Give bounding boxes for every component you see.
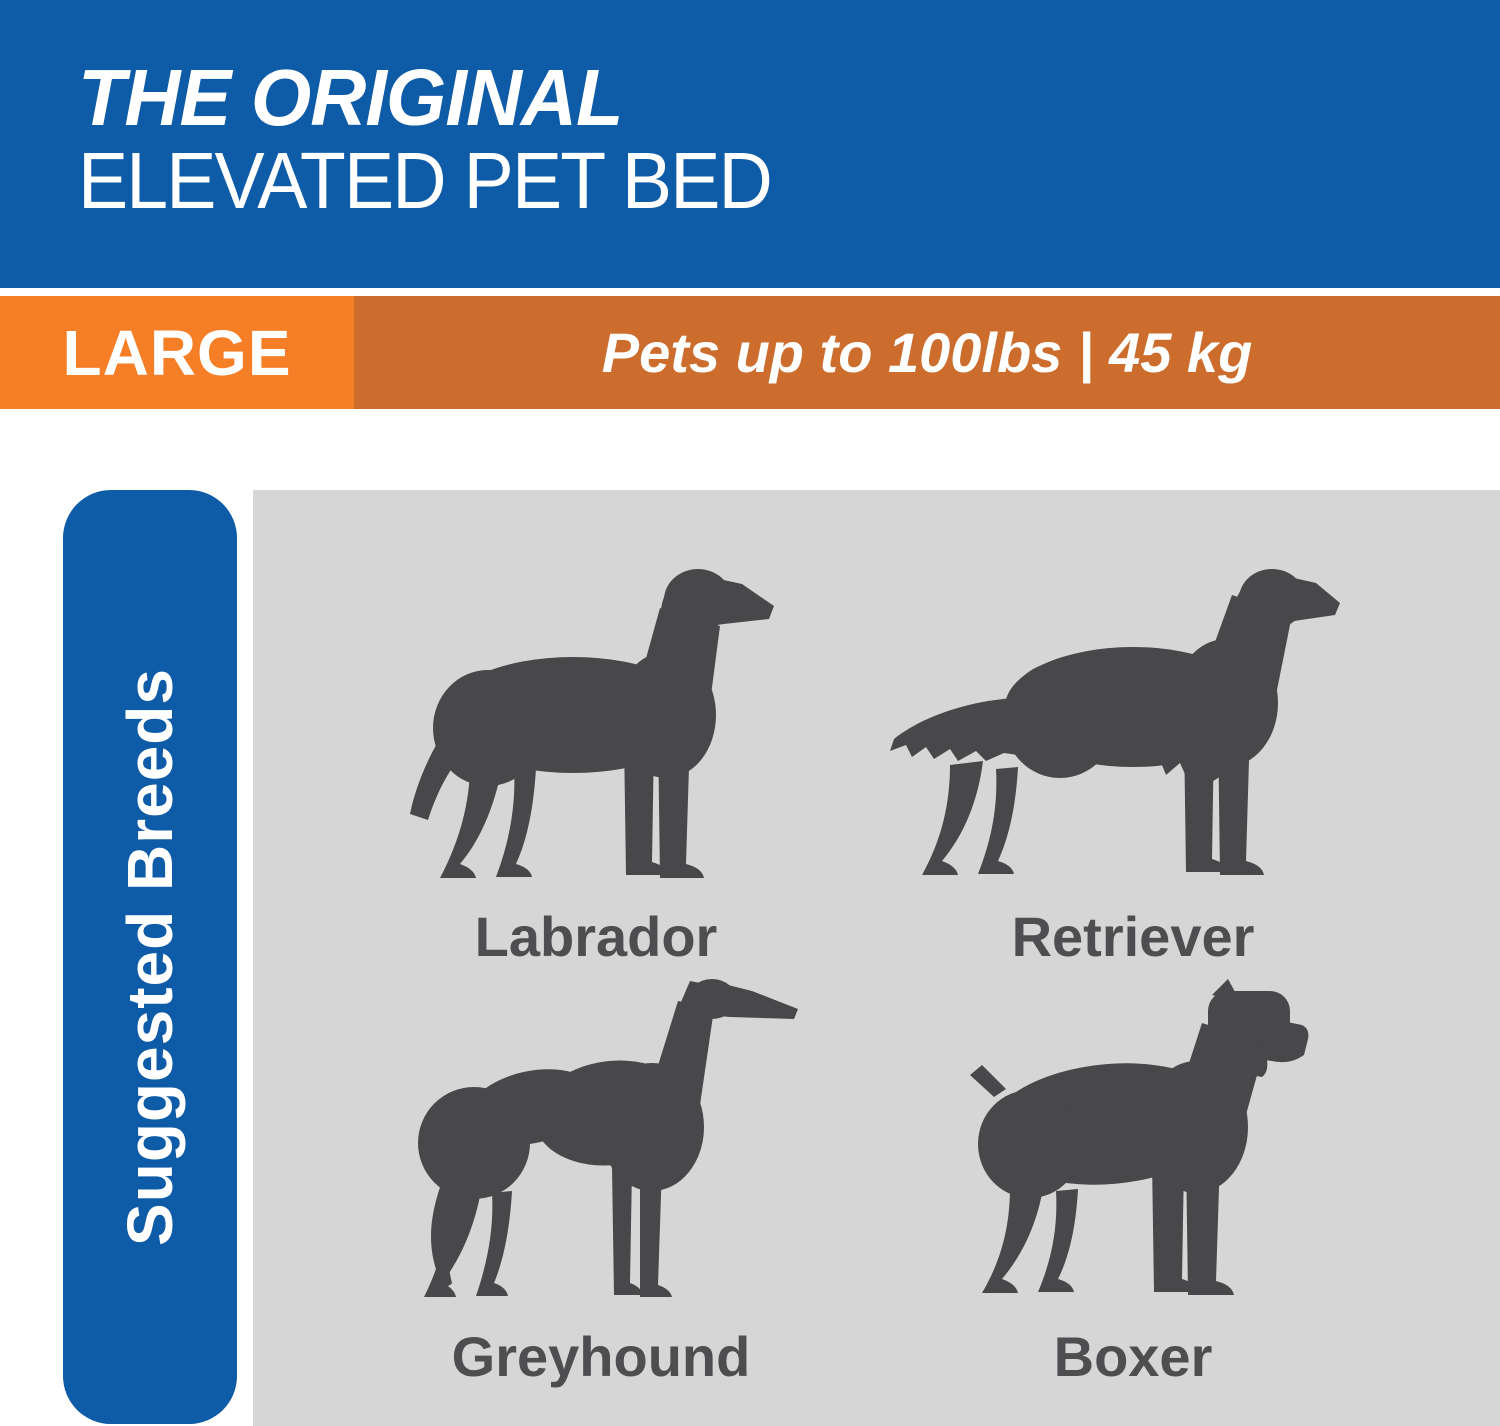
size-chip: LARGE bbox=[0, 296, 354, 409]
breed-label: Retriever bbox=[1011, 905, 1255, 968]
boxer-silhouette-icon bbox=[970, 979, 1309, 1295]
breed-label: Labrador bbox=[474, 905, 718, 968]
size-band: LARGE Pets up to 100lbs | 45 kg bbox=[0, 296, 1500, 409]
breeds-panel bbox=[253, 490, 1500, 1426]
breed-label: Greyhound bbox=[451, 1325, 751, 1388]
suggested-breeds-label: Suggested Breeds bbox=[114, 668, 186, 1246]
capacity-text: Pets up to 100lbs | 45 kg bbox=[601, 321, 1253, 384]
title-line-2: ELEVATED PET BED bbox=[78, 136, 773, 225]
suggested-breeds-bar: Suggested Breeds bbox=[63, 490, 237, 1424]
capacity-row: Pets up to 100lbs | 45 kg bbox=[354, 296, 1500, 409]
title-line-1: THE ORIGINAL bbox=[78, 53, 623, 142]
breed-label: Boxer bbox=[1053, 1325, 1213, 1388]
greyhound-silhouette-icon bbox=[418, 979, 798, 1297]
labrador-silhouette-icon bbox=[410, 569, 774, 878]
size-label: LARGE bbox=[62, 316, 292, 389]
header-banner: THE ORIGINAL ELEVATED PET BED bbox=[0, 0, 1500, 288]
retriever-silhouette-icon bbox=[890, 569, 1340, 875]
